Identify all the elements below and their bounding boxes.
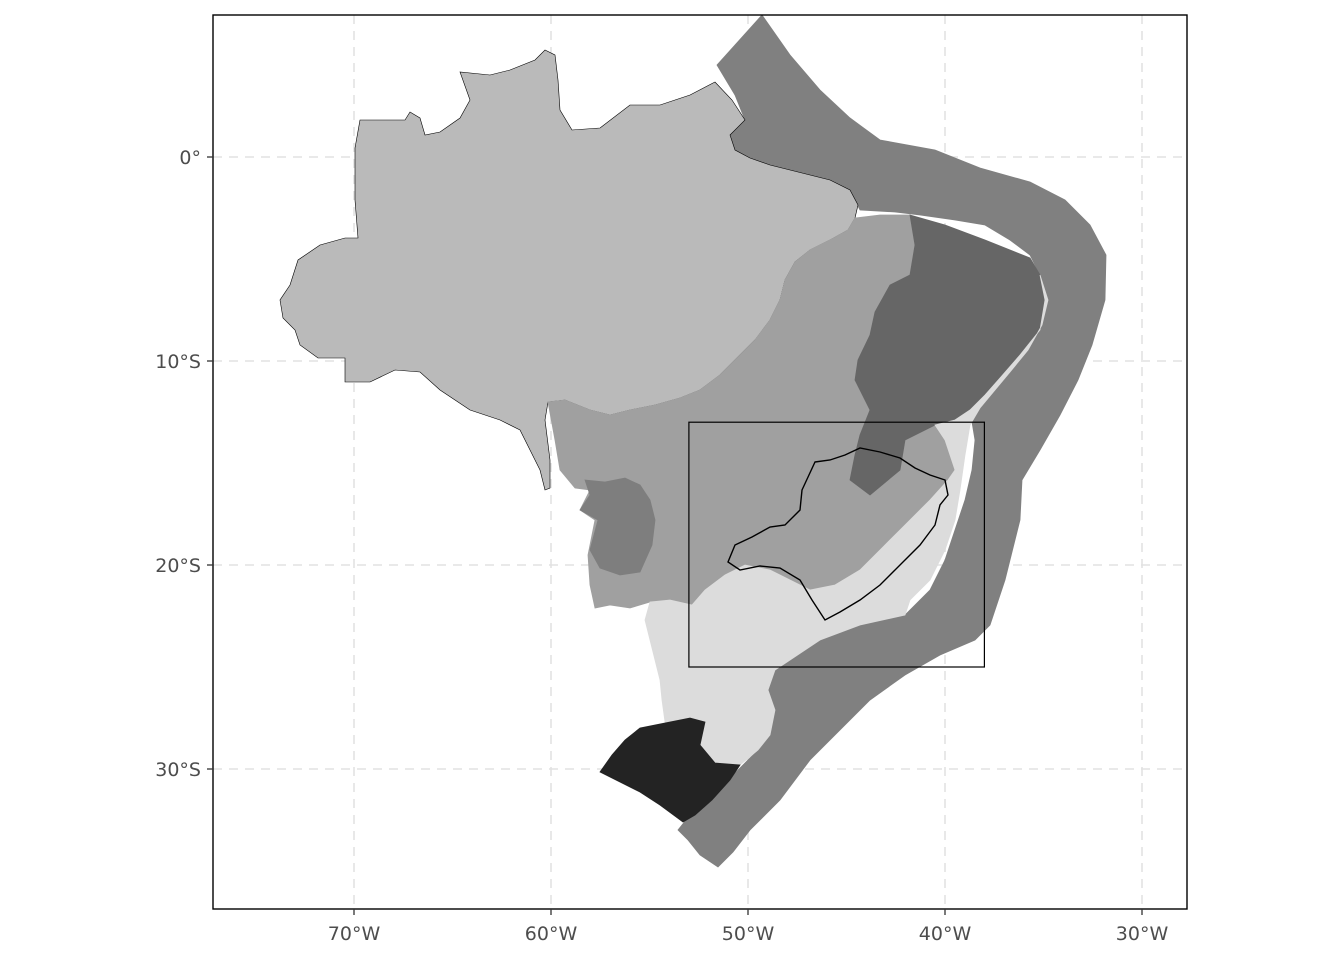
x-tick-label: 40°W — [919, 923, 972, 945]
y-tick-label: 10°S — [155, 351, 201, 373]
x-tick-label: 50°W — [722, 923, 775, 945]
pampa-region — [599, 717, 741, 823]
x-tick-label: 70°W — [328, 923, 381, 945]
inset-box — [688, 421, 986, 668]
atlantic-forest-region — [644, 274, 1049, 766]
regions-layer — [279, 14, 1107, 868]
caatinga-region — [849, 214, 1046, 496]
y-tick-label: 20°S — [155, 555, 201, 577]
x-axis: 70°W 60°W 50°W 40°W 30°W — [328, 909, 1169, 945]
state-outline — [727, 447, 949, 621]
pantanal-region — [579, 477, 656, 576]
x-tick-label: 60°W — [525, 923, 578, 945]
x-tick-label: 30°W — [1116, 923, 1169, 945]
y-tick-label: 30°S — [155, 759, 201, 781]
y-axis: 0° 10°S 20°S 30°S — [155, 147, 213, 781]
panel-border — [212, 14, 1188, 910]
y-tick-label: 0° — [179, 147, 201, 169]
